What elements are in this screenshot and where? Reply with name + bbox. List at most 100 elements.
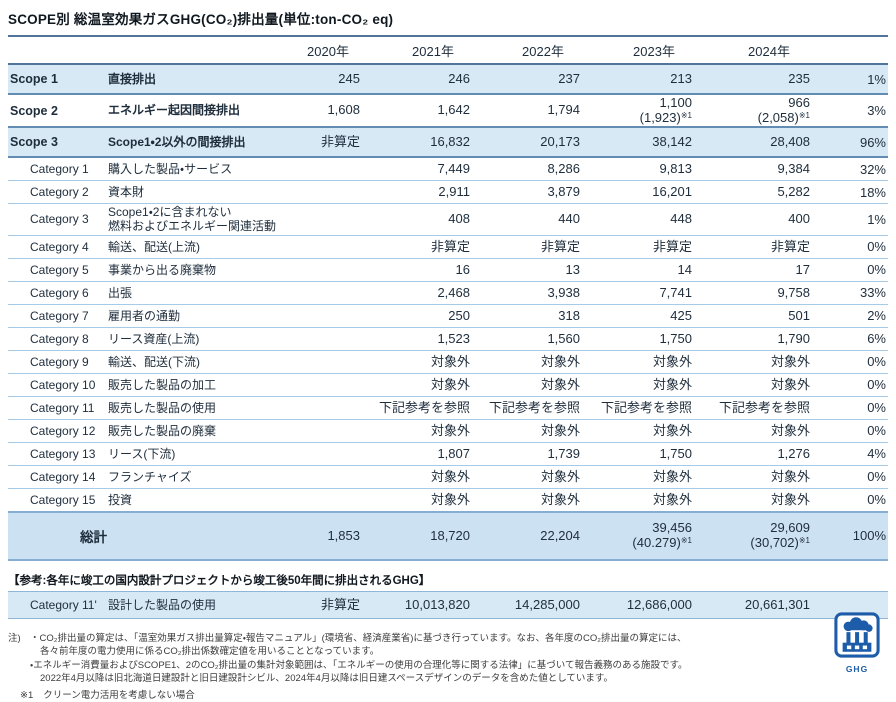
value-cell: 対象外 xyxy=(652,491,692,507)
percent-cell: 18% xyxy=(859,184,886,200)
row-label: Category 10 xyxy=(30,377,96,392)
row-description: フランチャイズ xyxy=(108,469,192,484)
value-cell xyxy=(278,304,378,327)
row-label: Category 14 xyxy=(30,469,96,484)
percent-cell: 6% xyxy=(867,331,886,347)
row-label: Category 11' xyxy=(30,597,97,612)
row-description: リース(下流) xyxy=(108,446,176,461)
value-cell: 1,807 xyxy=(437,445,470,461)
value-cell: 1,853 xyxy=(327,527,360,543)
value-cell: 8,286 xyxy=(547,160,580,176)
value-cell: 3,938 xyxy=(547,284,580,300)
row-label: Category 11 xyxy=(30,400,95,415)
row-label: Scope 2 xyxy=(10,103,58,118)
value-cell: 213 xyxy=(670,70,692,86)
note-prefix: 注) xyxy=(8,632,21,644)
row-description: 直接排出 xyxy=(108,71,157,86)
value-cell: 対象外 xyxy=(540,376,580,392)
value-cell: 対象外 xyxy=(430,491,470,507)
value-cell: 1,739 xyxy=(547,445,580,461)
value-cell xyxy=(278,327,378,350)
table-row: Category 15 投資 対象外 対象外 対象外 対象外 0% xyxy=(8,488,888,512)
value-cell: 2,468 xyxy=(437,284,470,300)
value-cell: 235 xyxy=(788,70,810,86)
footnote: ※1 クリーン電力活用を考慮しない場合 xyxy=(8,689,808,702)
notes-block: 注) ・CO₂排出量の算定は、「温室効果ガス排出量算定・報告マニュアル」(環境省… xyxy=(8,632,808,686)
value-cell xyxy=(278,235,378,258)
ghg-emissions-table: 2020年 2021年 2022年 2023年 2024年 Scope 1 直接排出 245… xyxy=(8,35,888,561)
value-cell: 対象外 xyxy=(652,353,692,369)
row-label: Category 12 xyxy=(30,423,96,438)
value-cell: 対象外 xyxy=(652,468,692,484)
value-cell: 1,642 xyxy=(437,102,470,118)
value-cell: 1,523 xyxy=(437,330,470,346)
value-cell: 22,204 xyxy=(540,527,580,543)
row-description: 販売した製品の廃棄 xyxy=(108,423,217,438)
table-row: Category 5 事業から出る廃棄物 16 13 14 17 0% xyxy=(8,258,888,282)
row-description: 出張 xyxy=(108,285,133,300)
value-cell: 1,750 xyxy=(659,445,692,461)
row-label: Scope 3 xyxy=(10,135,58,150)
value-cell: 16,832 xyxy=(430,133,470,149)
row-description: Scope1・2に含まれない 燃料およびエネルギー関連活動 xyxy=(108,205,277,234)
percent-cell: 96% xyxy=(859,134,886,150)
value-cell: 対象外 xyxy=(540,491,580,507)
value-cell: 408 xyxy=(448,211,470,227)
value-cell: 16 xyxy=(455,261,470,277)
value-cell: 対象外 xyxy=(652,376,692,392)
value-cell: 425 xyxy=(670,307,692,323)
value-cell: 対象外 xyxy=(430,376,470,392)
reference-table: Category 11' 設計した製品の使用 非算定 10,013,820 14,285… xyxy=(8,591,888,619)
row-label: Scope 1 xyxy=(10,72,58,86)
percent-cell: 33% xyxy=(859,285,886,301)
value-cell xyxy=(278,488,378,512)
percent-cell: 1% xyxy=(867,211,886,227)
value-cell: 1,790 xyxy=(777,330,810,346)
percent-cell: 32% xyxy=(859,161,886,177)
percent-cell: 0% xyxy=(867,239,886,255)
percent-cell: 3% xyxy=(867,103,886,119)
value-cell: 1,276 xyxy=(777,445,810,461)
value-cell: 39,456 (40.279)※1 xyxy=(632,520,692,550)
value-cell: 14 xyxy=(677,261,692,277)
value-cell: 3,879 xyxy=(547,183,580,199)
value-cell: 下記参考を参照 xyxy=(378,399,470,415)
value-cell: 非算定 xyxy=(770,238,810,254)
value-cell: 対象外 xyxy=(770,376,810,392)
table-row: Category 10 販売した製品の加工 対象外 対象外 対象外 対象外 0% xyxy=(8,373,888,397)
year-header: 2020年 xyxy=(307,43,349,59)
value-cell: 9,758 xyxy=(777,284,810,300)
value-cell: 29,609 (30,702)※1 xyxy=(750,520,810,550)
value-cell: 下記参考を参照 xyxy=(600,399,692,415)
percent-cell: 0% xyxy=(867,469,886,485)
value-cell xyxy=(278,373,378,396)
pct-header xyxy=(828,36,888,64)
value-cell xyxy=(278,396,378,419)
value-cell: 5,282 xyxy=(777,183,810,199)
value-cell: 対象外 xyxy=(770,422,810,438)
value-cell: 17 xyxy=(795,261,810,277)
table-row: Category 14 フランチャイズ 対象外 対象外 対象外 対象外 0% xyxy=(8,465,888,489)
value-cell: 1,608 xyxy=(327,102,360,118)
value-cell xyxy=(278,181,378,204)
value-cell: 13 xyxy=(565,261,580,277)
row-description: 雇用者の通勤 xyxy=(108,308,181,323)
row-description: 輸送、配送(上流) xyxy=(108,239,200,254)
page-title: SCOPE別 総温室効果ガスGHG(CO₂)排出量(単位:ton-CO₂ eq) xyxy=(8,12,394,27)
percent-cell: 2% xyxy=(867,308,886,324)
value-cell: 対象外 xyxy=(770,468,810,484)
value-cell: 501 xyxy=(788,307,810,323)
table-row: Category 3 Scope1・2に含まれない 燃料およびエネルギー関連活動 4… xyxy=(8,204,888,236)
value-cell: 16,201 xyxy=(652,183,692,199)
ghg-logo: GHG xyxy=(833,612,881,674)
row-description: 販売した製品の使用 xyxy=(108,400,217,415)
percent-cell: 4% xyxy=(867,446,886,462)
value-cell: 非算定 xyxy=(540,238,580,254)
footnote-ref: ※1 xyxy=(798,535,810,545)
year-header: 2023年 xyxy=(633,43,675,59)
notes-section: 注) ・CO₂排出量の算定は、「温室効果ガス排出量算定・報告マニュアル」(環境省… xyxy=(8,632,808,702)
value-cell xyxy=(278,442,378,465)
value-cell: 9,813 xyxy=(659,160,692,176)
value-cell: 非算定 xyxy=(652,238,692,254)
reference-table-body: Category 11' 設計した製品の使用 非算定 10,013,820 14,285… xyxy=(8,591,888,619)
